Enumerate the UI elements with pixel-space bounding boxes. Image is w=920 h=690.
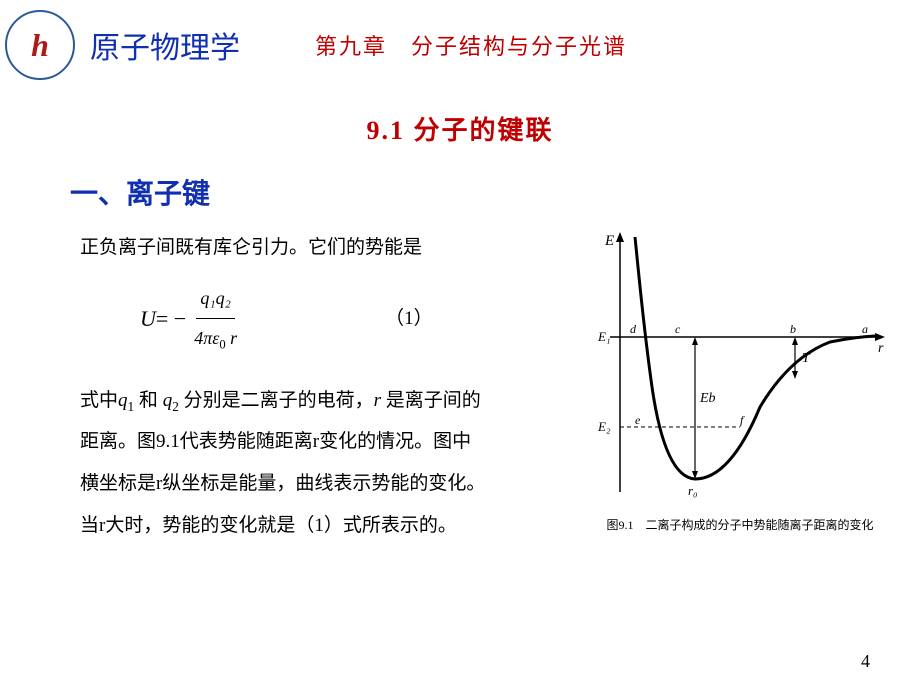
figure-column: E r E₁ E₂ Eb T a b c d e f r₀ 图9.1 二离子构成… — [580, 227, 900, 547]
figure-caption: 图9.1 二离子构成的分子中势能随离子距离的变化 — [580, 516, 900, 533]
page-number: 4 — [861, 651, 870, 672]
paragraph-5: 当r大时，势能的变化就是（1）式所表示的。 — [80, 505, 570, 547]
label-E2: E₂ — [597, 419, 611, 434]
university-logo: h — [5, 10, 75, 80]
label-e: e — [635, 413, 641, 427]
p2a: 式中 — [80, 390, 118, 411]
formula-U: U — [140, 295, 156, 343]
label-c: c — [675, 322, 681, 336]
y-axis-arrow — [616, 232, 624, 242]
t-arrow-top — [792, 337, 798, 345]
paragraph-2: 式中q1 和 q2 分别是二离子的电荷，r 是离子间的 — [80, 380, 570, 422]
p2-q2s: 2 — [172, 398, 179, 413]
label-r0: r₀ — [688, 483, 698, 498]
label-b: b — [790, 322, 796, 336]
label-E1: E₁ — [597, 329, 610, 344]
label-Eb: Eb — [699, 391, 716, 406]
axis-label-r: r — [878, 341, 884, 356]
label-T: T — [802, 351, 811, 366]
content-row: 正负离子间既有库仑引力。它们的势能是 U = − q₁q₂ 4πε0 r （1）… — [0, 227, 920, 547]
p2-q1: q — [118, 390, 128, 411]
p2b: 和 — [134, 390, 163, 411]
course-title: 原子物理学 — [90, 23, 240, 67]
p2c: 分别是二离子的电荷， — [179, 390, 374, 411]
text-column: 正负离子间既有库仑引力。它们的势能是 U = − q₁q₂ 4πε0 r （1）… — [80, 227, 570, 547]
label-d: d — [630, 322, 637, 336]
equation-number: （1） — [385, 298, 433, 340]
chapter-title: 第九章 分子结构与分子光谱 — [315, 29, 627, 61]
formula-eq: = − — [156, 295, 186, 343]
p2-q2: q — [163, 390, 173, 411]
logo-letter: h — [31, 27, 49, 64]
logo-ring: h — [5, 10, 75, 80]
slide-header: h 原子物理学 第九章 分子结构与分子光谱 — [0, 0, 920, 80]
p2-r: r — [374, 390, 381, 411]
formula-row: U = − q₁q₂ 4πε0 r （1） — [140, 279, 570, 360]
axis-label-E: E — [604, 233, 614, 249]
formula-numerator: q₁q₂ — [196, 279, 235, 320]
paragraph-3: 距离。图9.1代表势能随距离r变化的情况。图中 — [80, 421, 570, 463]
subsection-heading: 一、离子键 — [70, 172, 920, 212]
paragraph-1: 正负离子间既有库仑引力。它们的势能是 — [80, 227, 570, 269]
label-a: a — [862, 322, 868, 336]
t-arrow-bot — [792, 371, 798, 379]
formula-denominator: 4πε0 r — [190, 319, 241, 359]
den-r: r — [226, 328, 238, 348]
potential-energy-chart: E r E₁ E₂ Eb T a b c d e f r₀ — [580, 227, 890, 507]
formula-fraction: q₁q₂ 4πε0 r — [190, 279, 241, 360]
eb-arrow-top — [692, 337, 698, 345]
p2d: 是离子间的 — [381, 390, 481, 411]
paragraph-4: 横坐标是r纵坐标是能量，曲线表示势能的变化。 — [80, 463, 570, 505]
coulomb-formula: U = − q₁q₂ 4πε0 r — [140, 279, 245, 360]
label-f: f — [740, 413, 745, 427]
den-4pi: 4π — [194, 328, 212, 348]
potential-curve — [635, 237, 875, 479]
section-title: 9.1 分子的键联 — [0, 110, 920, 147]
x-axis-arrow — [875, 333, 885, 341]
